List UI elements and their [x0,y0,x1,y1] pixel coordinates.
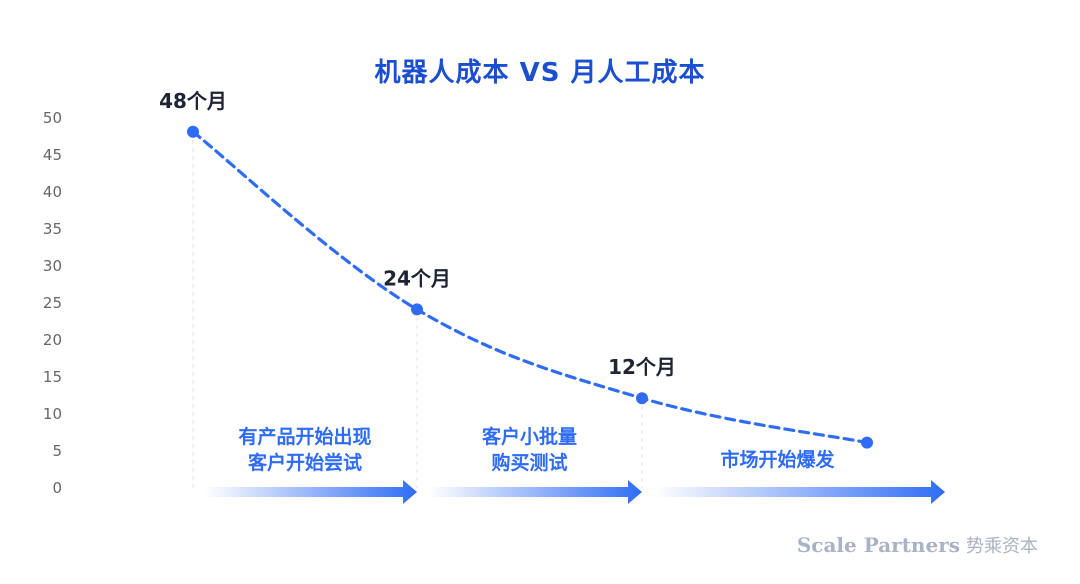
y-tick-label: 25 [43,294,62,312]
watermark: Scale Partners 势乘资本 [797,532,1038,558]
watermark-en: Scale Partners [796,533,960,557]
data-point [861,436,873,449]
phase-label: 有产品开始出现 [238,425,371,448]
phase-arrow [654,480,945,504]
y-tick-label: 40 [43,183,62,201]
chart-title: 机器人成本 VS 月人工成本 [374,58,706,88]
y-tick-label: 35 [43,220,62,238]
data-label: 48个月 [159,89,227,113]
data-point [636,392,648,405]
phase-label: 客户小批量 [482,425,577,448]
phase-label: 购买测试 [491,451,567,474]
phase-label: 市场开始爆发 [720,448,835,471]
data-label: 12个月 [608,355,676,379]
y-tick-label: 10 [43,405,62,423]
y-tick-label: 30 [43,257,62,275]
phase-label: 客户开始尝试 [248,451,362,474]
series-line [191,130,869,445]
y-tick-label: 15 [43,368,62,386]
y-tick-label: 20 [43,331,62,349]
data-point [187,125,199,138]
phase-arrow [205,480,417,504]
data-point [411,303,423,316]
y-tick-label: 0 [52,479,62,497]
data-label: 24个月 [383,266,451,290]
phase-arrow [429,480,642,504]
y-tick-label: 5 [52,442,62,460]
y-tick-label: 50 [43,109,62,127]
y-tick-label: 45 [43,146,62,164]
watermark-cn: 势乘资本 [966,536,1038,557]
